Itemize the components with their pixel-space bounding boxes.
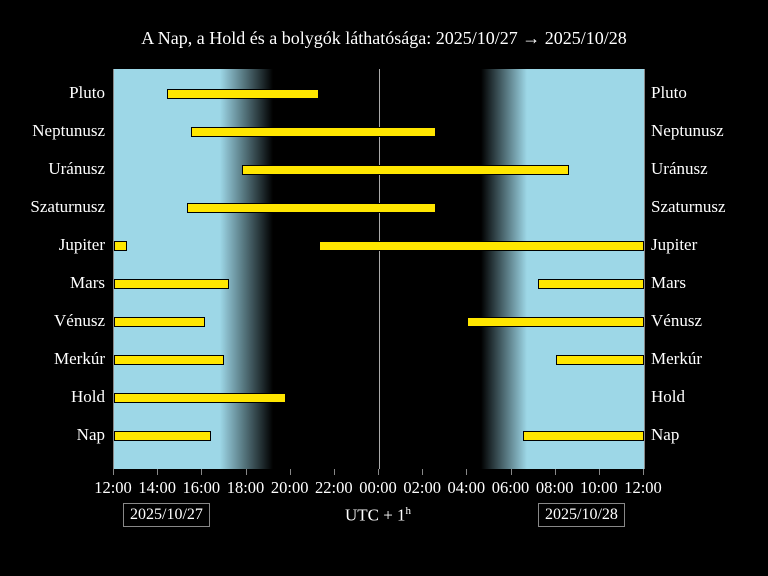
x-tick-label: 16:00 [183, 478, 221, 498]
date-label-left: 2025/10/27 [123, 503, 210, 527]
visibility-bar [319, 241, 644, 251]
x-tick-mark [643, 469, 644, 475]
chart-title: A Nap, a Hold és a bolygók láthatósága: … [0, 28, 768, 49]
body-label-right: Merkúr [651, 349, 702, 369]
body-label-right: Hold [651, 387, 685, 407]
x-tick-mark [334, 469, 335, 475]
body-label-right: Neptunusz [651, 121, 724, 141]
visibility-bar [538, 279, 644, 289]
x-tick-label: 10:00 [580, 478, 618, 498]
visibility-bar [114, 393, 286, 403]
body-label-left: Neptunusz [32, 121, 105, 141]
x-tick-label: 12:00 [94, 478, 132, 498]
x-tick-mark [290, 469, 291, 475]
visibility-bar [114, 355, 224, 365]
x-tick-mark [466, 469, 467, 475]
body-label-right: Vénusz [651, 311, 702, 331]
visibility-bar [114, 279, 229, 289]
visibility-bar [114, 431, 211, 441]
x-tick-label: 08:00 [536, 478, 574, 498]
x-tick-mark [378, 469, 379, 475]
body-label-left: Pluto [69, 83, 105, 103]
visibility-bar [191, 127, 436, 137]
visibility-bar [167, 89, 319, 99]
x-tick-mark [511, 469, 512, 475]
body-label-left: Merkúr [54, 349, 105, 369]
body-label-right: Jupiter [651, 235, 697, 255]
x-tick-label: 14:00 [138, 478, 176, 498]
visibility-bar [556, 355, 644, 365]
body-label-left: Mars [70, 273, 105, 293]
visibility-bar [114, 317, 205, 327]
x-tick-label: 04:00 [448, 478, 486, 498]
x-tick-label: 20:00 [271, 478, 309, 498]
day-sky-region [527, 69, 644, 469]
x-tick-label: 02:00 [403, 478, 441, 498]
body-label-left: Vénusz [54, 311, 105, 331]
date-label-right: 2025/10/28 [538, 503, 625, 527]
body-label-left: Uránusz [48, 159, 105, 179]
x-tick-label: 18:00 [227, 478, 265, 498]
visibility-bar [114, 241, 127, 251]
x-tick-mark [555, 469, 556, 475]
body-label-right: Nap [651, 425, 679, 445]
body-label-right: Uránusz [651, 159, 708, 179]
visibility-bar [187, 203, 437, 213]
timezone-label: UTC + 1h [345, 505, 411, 526]
body-label-left: Jupiter [59, 235, 105, 255]
x-tick-mark [113, 469, 114, 475]
x-tick-label: 00:00 [359, 478, 397, 498]
x-tick-label: 06:00 [492, 478, 530, 498]
x-tick-mark [599, 469, 600, 475]
body-label-right: Mars [651, 273, 686, 293]
x-tick-mark [201, 469, 202, 475]
visibility-bar [523, 431, 644, 441]
body-label-right: Szaturnusz [651, 197, 726, 217]
x-tick-mark [422, 469, 423, 475]
x-tick-label: 22:00 [315, 478, 353, 498]
x-tick-label: 12:00 [624, 478, 662, 498]
x-tick-mark [157, 469, 158, 475]
visibility-bar [467, 317, 644, 327]
visibility-bar [242, 165, 569, 175]
x-tick-mark [246, 469, 247, 475]
body-label-right: Pluto [651, 83, 687, 103]
body-label-left: Hold [71, 387, 105, 407]
twilight-gradient [481, 69, 527, 469]
body-label-left: Nap [77, 425, 105, 445]
plot-area [113, 69, 645, 469]
body-label-left: Szaturnusz [30, 197, 105, 217]
